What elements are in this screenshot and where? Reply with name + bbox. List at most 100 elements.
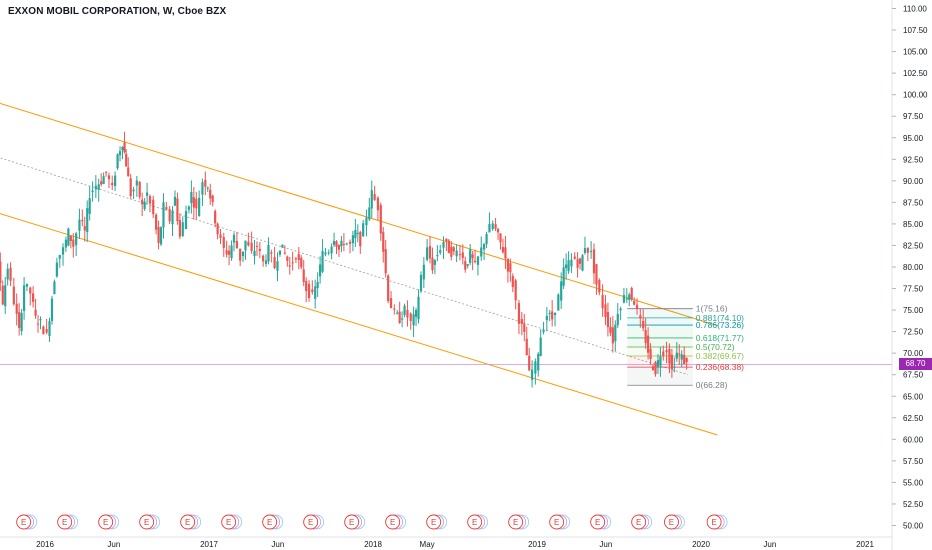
candle-body <box>439 250 442 253</box>
candle-body <box>102 176 105 184</box>
fib-zone <box>627 308 693 318</box>
candle-body <box>114 175 117 187</box>
earnings-event-marker <box>664 514 679 530</box>
candle-body <box>64 239 68 248</box>
time-axis[interactable]: 2016 Jun 2017 Jun 2018 May 2019 Jun 2020 Jun 2021 <box>0 536 892 549</box>
price-tick-label: 87.50 <box>903 198 924 207</box>
candle-body <box>9 267 12 281</box>
earnings-event-marker <box>706 514 722 530</box>
candle-body <box>88 198 91 214</box>
earnings-event-label: E <box>226 518 231 527</box>
candle-body <box>83 226 86 231</box>
price-tick-label: 55.00 <box>903 478 924 487</box>
candle-body <box>6 268 9 280</box>
price-tick-label: 65.00 <box>903 392 924 401</box>
candle-body <box>362 223 365 237</box>
candle-body <box>91 190 94 193</box>
fib-level-label: 0.236(68.38) <box>696 362 744 372</box>
earnings-event-marker <box>98 514 114 530</box>
candle-body <box>225 250 228 255</box>
candle-body <box>514 280 517 301</box>
candle-body <box>387 275 390 302</box>
candle-body <box>598 280 601 293</box>
candle-body <box>673 366 676 368</box>
candle-body <box>171 210 174 225</box>
candle-body <box>201 182 204 195</box>
earnings-event-marker <box>139 514 155 530</box>
earnings-event-marker <box>16 514 32 530</box>
candle-body <box>473 260 477 263</box>
candle-body <box>209 189 212 199</box>
earnings-event-marker <box>590 514 606 530</box>
candle-body <box>455 250 458 257</box>
candle-body <box>316 282 319 288</box>
candle-body <box>286 256 289 261</box>
candle-body <box>232 234 236 243</box>
time-tick-label: May <box>420 540 435 549</box>
time-tick-label: 2020 <box>692 540 710 549</box>
candle-body <box>461 252 464 258</box>
candle-body <box>469 249 472 263</box>
candle-body <box>678 353 681 355</box>
fib-zone <box>627 317 693 326</box>
candle-body <box>258 248 261 252</box>
candle-body <box>419 274 423 292</box>
price-tick-label: 110.00 <box>903 5 927 14</box>
candle-body <box>227 250 231 255</box>
candle-body <box>675 352 678 359</box>
earnings-event-label: E <box>21 518 26 527</box>
earnings-event-label: E <box>267 518 272 527</box>
earnings-event-label: E <box>308 518 313 527</box>
earnings-event-label: E <box>62 518 67 527</box>
candle-body <box>4 285 7 307</box>
candle-body <box>1 285 4 305</box>
candle-body <box>649 348 652 360</box>
candle-body <box>168 209 171 222</box>
candle-body <box>570 259 573 267</box>
time-tick-label: Jun <box>763 540 776 549</box>
earnings-event-marker <box>508 514 524 530</box>
price-tick-label: 77.50 <box>903 285 924 294</box>
candle-body <box>206 187 209 189</box>
fib-zone <box>627 337 693 347</box>
candle-body <box>281 244 284 248</box>
candle-body <box>348 241 352 244</box>
candle-body <box>476 256 480 265</box>
price-tick-label: 80.00 <box>903 263 924 272</box>
price-tick-label: 90.00 <box>903 177 924 186</box>
fib-level-label: 0.618(71.77) <box>696 333 744 343</box>
price-axis[interactable]: 50.00 52.50 55.00 57.50 60.00 62.50 65.00 67.50… <box>891 0 928 550</box>
candle-body <box>118 151 122 156</box>
candle-body <box>340 240 343 247</box>
candle-body <box>198 197 201 216</box>
candle-body <box>406 309 409 318</box>
candle-body <box>165 207 168 210</box>
candle-body <box>239 248 242 261</box>
candle-body <box>604 304 607 318</box>
candle-body <box>145 192 149 196</box>
price-tick-label: 85.00 <box>903 220 924 229</box>
candle-body <box>647 335 650 353</box>
price-tick-label: 92.50 <box>903 155 924 164</box>
candle-body <box>307 283 311 299</box>
candle-body <box>211 195 214 203</box>
candle-body <box>241 251 245 257</box>
price-tick-label: 105.00 <box>903 48 928 57</box>
candle-body <box>143 201 146 209</box>
price-tick-label: 67.50 <box>903 371 924 380</box>
candle-body <box>300 257 303 268</box>
candle-body <box>368 207 371 220</box>
candle-body <box>590 250 593 253</box>
candle-body <box>100 181 103 185</box>
candle-body <box>255 245 259 247</box>
candle-body <box>97 184 100 190</box>
candle-body <box>359 231 362 247</box>
candle-body <box>551 311 554 320</box>
candle-body <box>332 240 336 245</box>
candle-body <box>642 320 645 329</box>
candle-body <box>412 314 415 326</box>
fibonacci-retracement: 1(75.16)0.881(74.10)0.786(73.26) 0.618(71… <box>627 304 744 390</box>
candle-body <box>382 232 385 252</box>
time-tick-label: Jun <box>599 540 612 549</box>
